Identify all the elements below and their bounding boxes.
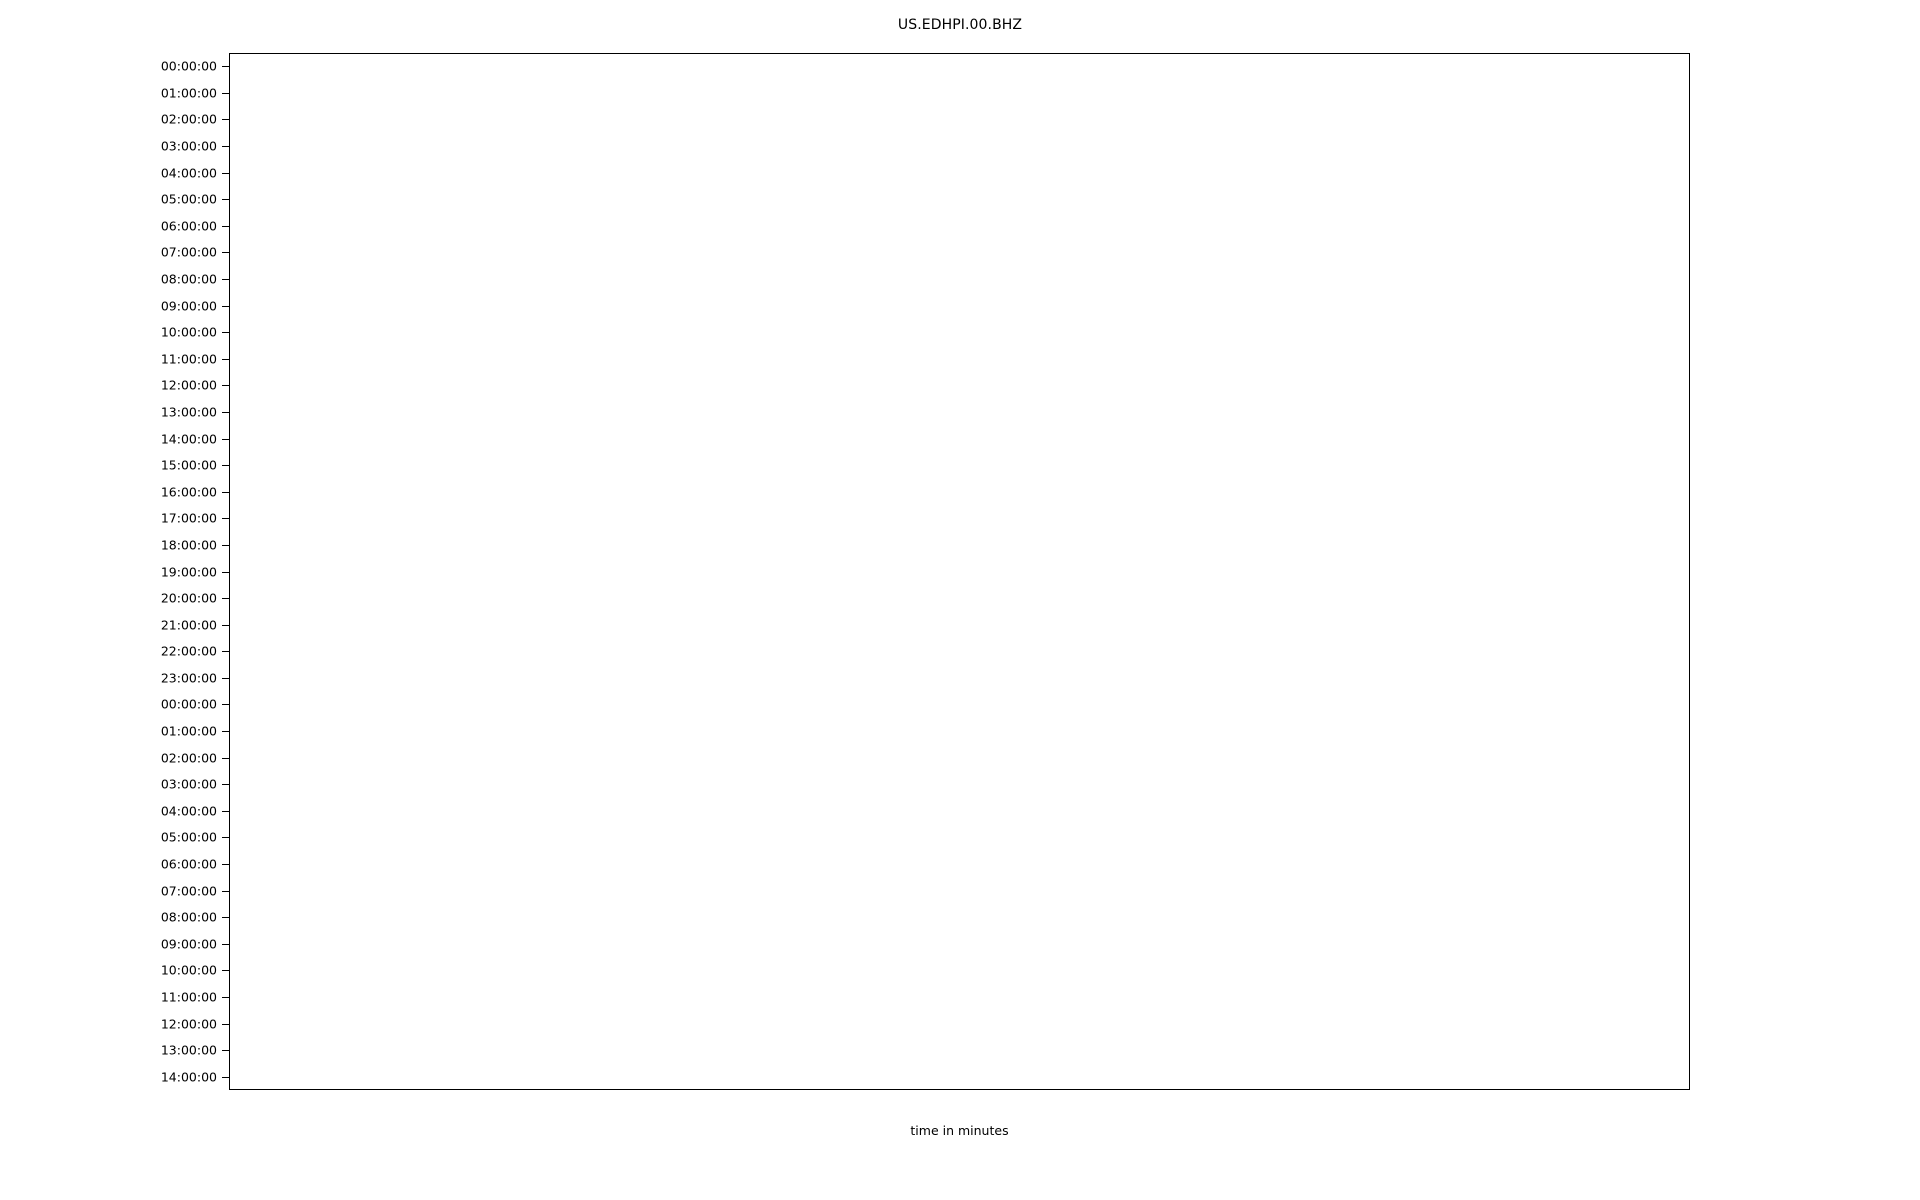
y-axis-tick-label: 04:00:00 bbox=[160, 803, 217, 819]
y-axis-tick bbox=[222, 598, 230, 600]
y-axis-tick bbox=[222, 119, 230, 121]
y-axis-tick bbox=[222, 996, 230, 998]
y-axis-tick-label: 22:00:00 bbox=[160, 643, 217, 659]
y-axis-tick bbox=[222, 225, 230, 227]
plot-area[interactable] bbox=[229, 53, 1690, 1090]
y-axis-tick bbox=[222, 863, 230, 865]
y-axis-tick-label: 13:00:00 bbox=[160, 404, 217, 420]
y-axis-tick-label: 01:00:00 bbox=[160, 85, 217, 101]
y-axis-tick bbox=[222, 970, 230, 972]
y-axis-tick-label: 00:00:00 bbox=[160, 58, 217, 74]
y-axis-tick-label: 16:00:00 bbox=[160, 484, 217, 500]
y-axis-tick bbox=[222, 544, 230, 546]
y-axis-tick bbox=[222, 252, 230, 254]
y-axis-tick bbox=[222, 199, 230, 201]
y-axis-tick bbox=[222, 385, 230, 387]
y-axis-tick-label: 23:00:00 bbox=[160, 670, 217, 686]
y-axis-tick-label: 03:00:00 bbox=[160, 138, 217, 154]
y-axis-tick bbox=[222, 411, 230, 413]
y-axis-tick bbox=[222, 651, 230, 653]
y-axis-tick bbox=[222, 571, 230, 573]
x-axis-title: time in minutes bbox=[910, 1123, 1009, 1138]
y-axis-tick-label: 02:00:00 bbox=[160, 111, 217, 127]
y-axis-tick-label: 10:00:00 bbox=[160, 324, 217, 340]
y-axis-tick-label: 05:00:00 bbox=[160, 191, 217, 207]
y-axis-tick bbox=[222, 731, 230, 733]
y-axis-tick bbox=[222, 66, 230, 68]
y-axis-tick-label: 08:00:00 bbox=[160, 271, 217, 287]
y-axis-tick bbox=[222, 837, 230, 839]
y-axis-tick-label: 14:00:00 bbox=[160, 431, 217, 447]
y-axis-tick-label: 14:00:00 bbox=[160, 1069, 217, 1085]
y-axis-tick-label: 06:00:00 bbox=[160, 856, 217, 872]
y-axis-tick-label: 15:00:00 bbox=[160, 457, 217, 473]
y-axis-tick-label: 05:00:00 bbox=[160, 829, 217, 845]
y-axis-tick-label: 03:00:00 bbox=[160, 776, 217, 792]
y-axis-tick bbox=[222, 624, 230, 626]
y-axis-tick bbox=[222, 784, 230, 786]
y-axis-tick-label: 12:00:00 bbox=[160, 1016, 217, 1032]
y-axis-tick-label: 07:00:00 bbox=[160, 883, 217, 899]
y-axis-tick-label: 12:00:00 bbox=[160, 377, 217, 393]
y-axis-tick-label: 19:00:00 bbox=[160, 564, 217, 579]
y-axis-tick-label: 04:00:00 bbox=[160, 165, 217, 181]
page-title: US.EDHPI.00.BHZ bbox=[897, 17, 1023, 33]
y-axis-tick bbox=[222, 677, 230, 679]
y-axis-tick-label: 09:00:00 bbox=[160, 298, 217, 314]
y-axis-tick bbox=[222, 358, 230, 360]
y-axis-tick bbox=[222, 810, 230, 812]
y-axis-tick bbox=[222, 704, 230, 706]
y-axis-tick-label: 00:00:00 bbox=[160, 696, 217, 712]
y-axis-tick bbox=[222, 305, 230, 307]
y-axis-tick-label: 21:00:00 bbox=[160, 617, 217, 633]
y-axis-tick-label: 18:00:00 bbox=[160, 537, 217, 553]
y-axis-tick-label: 09:00:00 bbox=[160, 936, 217, 952]
y-axis-tick bbox=[222, 279, 230, 280]
y-axis-tick bbox=[222, 491, 230, 493]
y-axis-tick-label: 01:00:00 bbox=[160, 723, 217, 739]
y-axis-tick bbox=[222, 332, 230, 334]
y-axis-tick bbox=[222, 757, 230, 759]
y-axis-tick bbox=[222, 518, 230, 520]
y-axis-tick-label: 11:00:00 bbox=[160, 351, 217, 367]
y-axis-tick bbox=[222, 465, 230, 467]
y-axis-tick bbox=[222, 146, 230, 148]
y-axis-tick-label: 17:00:00 bbox=[160, 510, 217, 526]
y-axis-tick-label: 10:00:00 bbox=[160, 962, 217, 978]
y-axis-tick-label: 08:00:00 bbox=[160, 909, 217, 925]
y-axis-tick bbox=[222, 943, 230, 945]
y-axis-tick-label: 06:00:00 bbox=[160, 218, 217, 234]
y-axis-tick bbox=[222, 917, 230, 919]
y-axis-tick bbox=[222, 438, 230, 440]
seismic-traces bbox=[230, 54, 1689, 1089]
y-axis-tick bbox=[222, 1050, 230, 1052]
y-axis-tick bbox=[222, 1076, 230, 1078]
y-axis-tick-label: 02:00:00 bbox=[160, 750, 217, 766]
y-axis-tick-label: 11:00:00 bbox=[160, 989, 217, 1005]
y-axis-tick bbox=[222, 1023, 230, 1025]
y-axis-tick bbox=[222, 890, 230, 892]
y-axis-tick-label: 20:00:00 bbox=[160, 590, 217, 606]
y-axis-tick bbox=[222, 172, 230, 174]
y-axis-tick-label: 07:00:00 bbox=[160, 244, 217, 260]
y-axis-tick-label: 13:00:00 bbox=[160, 1042, 217, 1058]
y-axis-tick bbox=[222, 92, 230, 94]
